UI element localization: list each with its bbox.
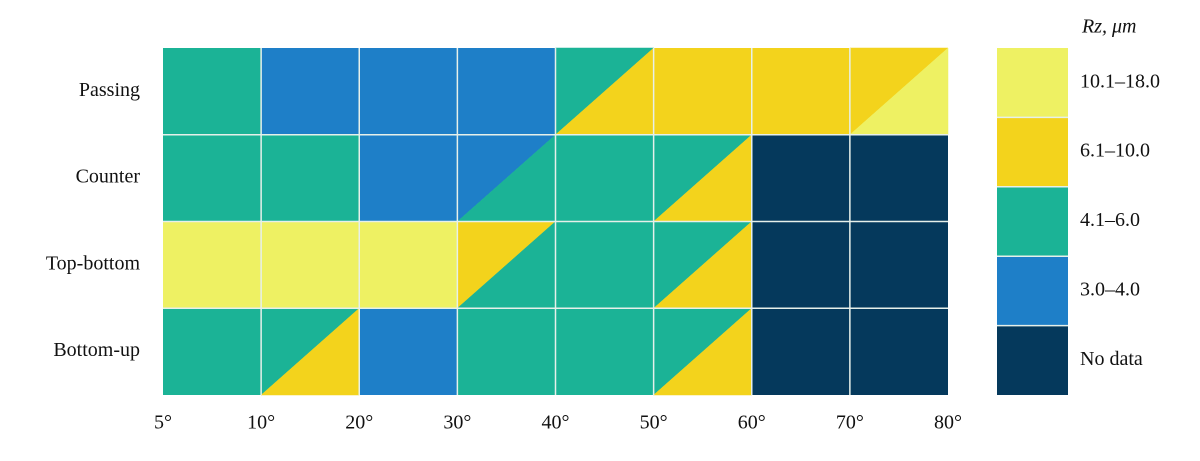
x-tick-label: 80° [934, 412, 962, 434]
x-tick-label: 10° [247, 412, 275, 434]
cell [751, 48, 850, 135]
row-label: Counter [76, 166, 141, 188]
row-label: Bottom-up [53, 339, 140, 361]
legend-swatch [997, 186, 1068, 257]
legend-label: No data [1080, 348, 1143, 370]
x-tick-label: 50° [640, 412, 668, 434]
x-tick-label: 20° [345, 412, 373, 434]
x-tick-label: 40° [542, 412, 570, 434]
row-label: Top-bottom [46, 252, 141, 274]
cell [457, 48, 556, 135]
cell [457, 308, 556, 395]
x-tick-label: 60° [738, 412, 766, 434]
cell [751, 308, 850, 395]
cell [163, 308, 262, 395]
legend-label: 10.1–18.0 [1080, 70, 1160, 92]
legend-swatch [997, 256, 1068, 326]
cell [555, 134, 654, 222]
cell [555, 221, 654, 309]
cell [163, 48, 262, 135]
cell [653, 48, 752, 135]
cell [261, 134, 360, 222]
legend-label: 3.0–4.0 [1080, 278, 1140, 300]
legend-label: 4.1–6.0 [1080, 209, 1140, 231]
cell [849, 134, 948, 222]
cell [849, 308, 948, 395]
cell [751, 134, 850, 222]
cell [261, 48, 360, 135]
cell [359, 134, 458, 222]
cell [555, 308, 654, 395]
cell [261, 221, 360, 309]
legend-label: 6.1–10.0 [1080, 140, 1150, 162]
x-tick-label: 5° [154, 412, 172, 434]
cell [359, 221, 458, 309]
row-label: Passing [79, 79, 140, 101]
x-tick-label: 70° [836, 412, 864, 434]
cell [751, 221, 850, 309]
cell [359, 48, 458, 135]
x-tick-label: 30° [443, 412, 471, 434]
legend-swatch [997, 48, 1068, 118]
legend-title: Rz, μm [1081, 16, 1136, 38]
legend-swatch [997, 117, 1068, 187]
cell [359, 308, 458, 395]
cell [163, 134, 262, 222]
cell [849, 221, 948, 309]
cell [163, 221, 262, 309]
legend-swatch [997, 325, 1068, 395]
